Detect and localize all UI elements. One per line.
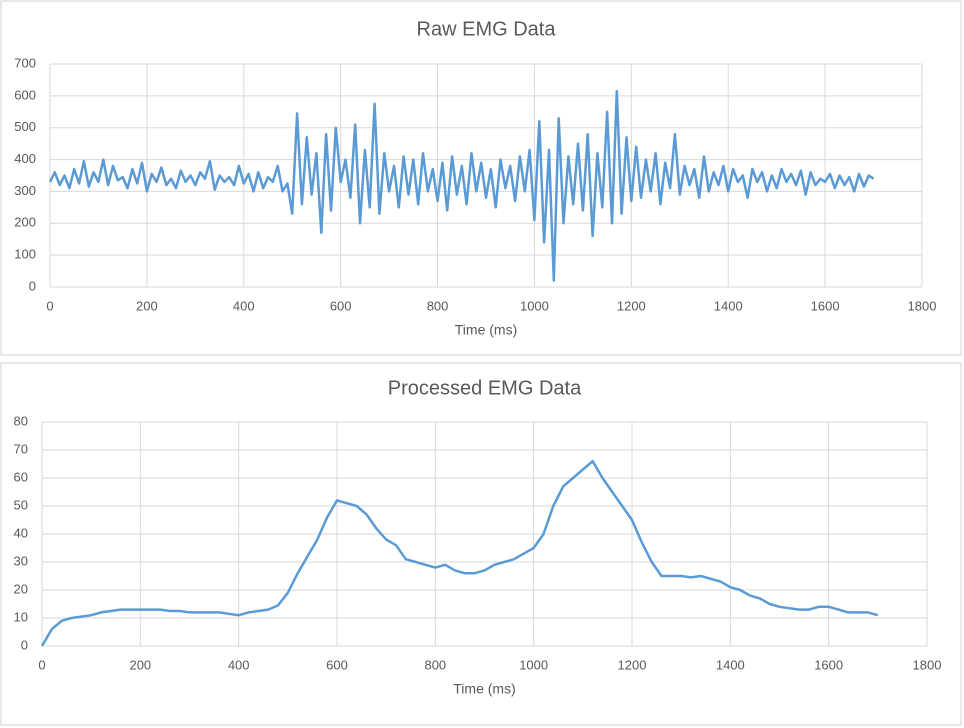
y-tick-label: 700 — [14, 55, 36, 70]
y-tick-label: 50 — [14, 497, 28, 512]
x-axis-title: Time (ms) — [455, 322, 517, 338]
y-tick-label: 30 — [14, 553, 28, 568]
x-tick-label: 400 — [233, 298, 255, 313]
y-tick-label: 80 — [14, 413, 28, 428]
chart-title: Processed EMG Data — [388, 377, 582, 399]
x-tick-label: 1400 — [716, 657, 745, 672]
x-tick-label: 1800 — [913, 657, 942, 672]
x-tick-label: 0 — [38, 657, 45, 672]
x-tick-label: 1600 — [811, 298, 840, 313]
x-tick-label: 1400 — [714, 298, 743, 313]
y-tick-label: 60 — [14, 469, 28, 484]
x-tick-label: 1600 — [814, 657, 843, 672]
x-tick-label: 1200 — [617, 298, 646, 313]
data-line — [48, 89, 875, 282]
x-tick-label: 1800 — [908, 298, 937, 313]
x-tick-label: 600 — [330, 298, 352, 313]
data-line — [40, 459, 879, 647]
y-tick-label: 40 — [14, 525, 28, 540]
y-tick-label: 200 — [14, 215, 36, 230]
y-tick-label: 500 — [14, 119, 36, 134]
x-tick-label: 200 — [129, 657, 151, 672]
y-tick-label: 10 — [14, 609, 28, 624]
y-tick-label: 0 — [21, 637, 28, 652]
x-tick-label: 800 — [427, 298, 449, 313]
y-tick-label: 300 — [14, 183, 36, 198]
x-tick-label: 1000 — [520, 298, 549, 313]
x-tick-label: 400 — [228, 657, 250, 672]
chart-frame — [0, 362, 962, 726]
y-tick-label: 600 — [14, 87, 36, 102]
chart-frame — [0, 0, 962, 356]
x-tick-label: 800 — [424, 657, 446, 672]
y-tick-label: 100 — [14, 247, 36, 262]
x-axis-title: Time (ms) — [453, 681, 515, 697]
x-tick-label: 1200 — [618, 657, 647, 672]
y-tick-label: 0 — [29, 278, 36, 293]
x-tick-label: 0 — [46, 298, 53, 313]
chart-title: Raw EMG Data — [417, 18, 557, 40]
y-tick-label: 400 — [14, 151, 36, 166]
y-tick-label: 20 — [14, 581, 28, 596]
x-tick-label: 1000 — [519, 657, 548, 672]
x-tick-label: 600 — [326, 657, 348, 672]
y-tick-label: 70 — [14, 441, 28, 456]
x-tick-label: 200 — [136, 298, 158, 313]
